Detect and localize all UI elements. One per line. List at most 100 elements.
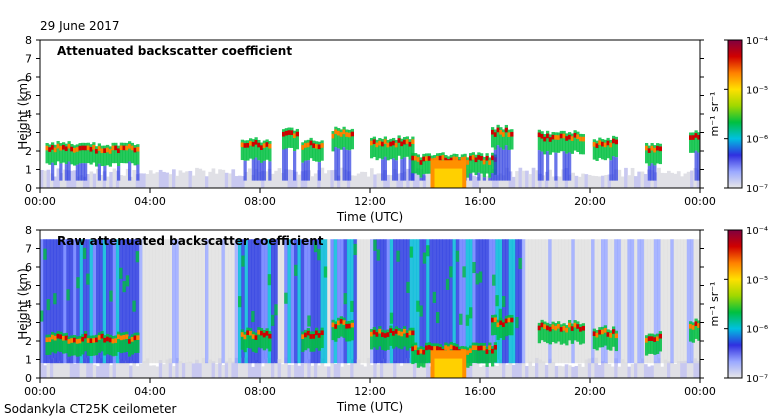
cloud-cell <box>397 135 401 156</box>
cloud-core-cell <box>331 322 335 328</box>
noise-cell <box>142 239 146 364</box>
cloud-core-cell <box>84 145 88 151</box>
cloud-core-cell <box>482 159 486 165</box>
y-tick-label: 7 <box>25 243 32 256</box>
noise-cell <box>505 239 509 364</box>
cloud-cell <box>510 314 514 336</box>
noise-cell <box>610 239 615 364</box>
aerosol-cell <box>518 167 523 188</box>
cloud-cell <box>350 128 354 150</box>
aerosol-cell <box>56 361 61 378</box>
cloud-cell <box>331 319 335 341</box>
cloud-core-cell <box>240 332 244 337</box>
noise-cell <box>515 317 519 329</box>
cloud-core-cell <box>433 157 437 163</box>
aerosol-cell <box>564 364 569 378</box>
cloud-cell <box>397 328 401 349</box>
noise-cell <box>416 300 420 312</box>
aerosol-cell <box>426 359 430 378</box>
cloud-cell <box>612 326 616 347</box>
aerosol-cell <box>320 167 325 188</box>
cloud-core-cell <box>502 132 506 137</box>
cloud-cell <box>386 329 390 350</box>
cloud-cell <box>86 335 90 356</box>
cloud-cell <box>86 142 90 164</box>
cloud-core-cell <box>573 322 577 328</box>
noise-cell <box>690 239 694 364</box>
noise-cell <box>475 273 480 285</box>
noise-cell <box>317 249 321 261</box>
aerosol-cell <box>647 366 651 378</box>
cloud-core-cell <box>394 329 398 334</box>
cloud-core-cell <box>342 320 346 325</box>
aerosol-cell <box>607 363 612 378</box>
noise-cell <box>43 239 47 364</box>
noise-cell <box>261 239 265 364</box>
virga-cell <box>67 161 71 181</box>
cloud-cell <box>287 127 291 148</box>
cloud-cell <box>493 342 497 363</box>
aerosol-cell <box>178 170 183 188</box>
cloud-cell <box>45 143 49 164</box>
aerosol-cell <box>168 174 173 188</box>
y-tick-label: 5 <box>25 90 32 103</box>
noise-cell <box>320 239 325 364</box>
noise-cell <box>469 239 473 364</box>
y-axis-label: Height (km) <box>16 268 30 339</box>
aerosol-cell <box>267 357 272 378</box>
aerosol-cell <box>511 176 516 188</box>
cloud-core-cell <box>645 145 649 151</box>
cloud-core-cell <box>62 144 66 150</box>
aerosol-cell <box>148 170 153 188</box>
noise-cell <box>277 239 282 364</box>
aerosol-cell <box>69 170 74 188</box>
aerosol-cell <box>109 365 113 378</box>
noise-cell <box>46 299 51 311</box>
aerosol-cell <box>373 174 377 188</box>
noise-cell <box>254 239 259 364</box>
cloud-core-cell <box>386 142 390 148</box>
aerosol-cell <box>558 176 562 188</box>
noise-cell <box>455 250 460 262</box>
cloud-core-cell <box>262 332 266 338</box>
cloud-core-cell <box>119 335 123 341</box>
noise-cell <box>333 239 338 364</box>
cloud-core-cell <box>658 146 662 152</box>
cloud-cell <box>95 146 99 167</box>
cloud-core-cell <box>411 139 415 144</box>
cloud-cell <box>309 137 313 159</box>
cloud-cell <box>108 334 112 356</box>
cloud-core-cell <box>301 334 305 339</box>
cloud-core-cell <box>653 337 657 342</box>
cloud-cell <box>130 142 134 164</box>
noise-cell <box>280 239 285 364</box>
aerosol-cell <box>525 170 529 188</box>
noise-cell <box>145 239 150 364</box>
aerosol-cell <box>132 169 137 188</box>
noise-cell <box>139 239 143 364</box>
noise-cell <box>66 289 71 301</box>
virga-cell <box>251 159 255 181</box>
cloud-cell <box>249 138 253 159</box>
cloud-core-cell <box>581 325 585 331</box>
cloud-cell <box>317 330 321 351</box>
cloud-cell <box>645 142 649 164</box>
cloud-cell <box>53 333 57 354</box>
aerosol-cell <box>139 363 143 378</box>
noise-cell <box>445 239 450 364</box>
virga-cell <box>614 157 618 181</box>
aerosol-cell <box>205 176 209 188</box>
noise-cell <box>205 239 209 364</box>
virga-cell <box>334 147 338 181</box>
aerosol-cell <box>403 362 407 378</box>
aerosol-cell <box>79 175 84 188</box>
aerosol-cell <box>478 174 483 188</box>
virga-cell <box>59 163 63 181</box>
aerosol-cell <box>228 173 232 188</box>
cloud-core-cell <box>92 144 96 150</box>
aerosol-cell <box>195 167 199 188</box>
aerosol-cell <box>541 361 546 378</box>
noise-cell <box>214 239 219 364</box>
aerosol-cell <box>379 173 384 188</box>
cloud-core-cell <box>568 322 572 328</box>
